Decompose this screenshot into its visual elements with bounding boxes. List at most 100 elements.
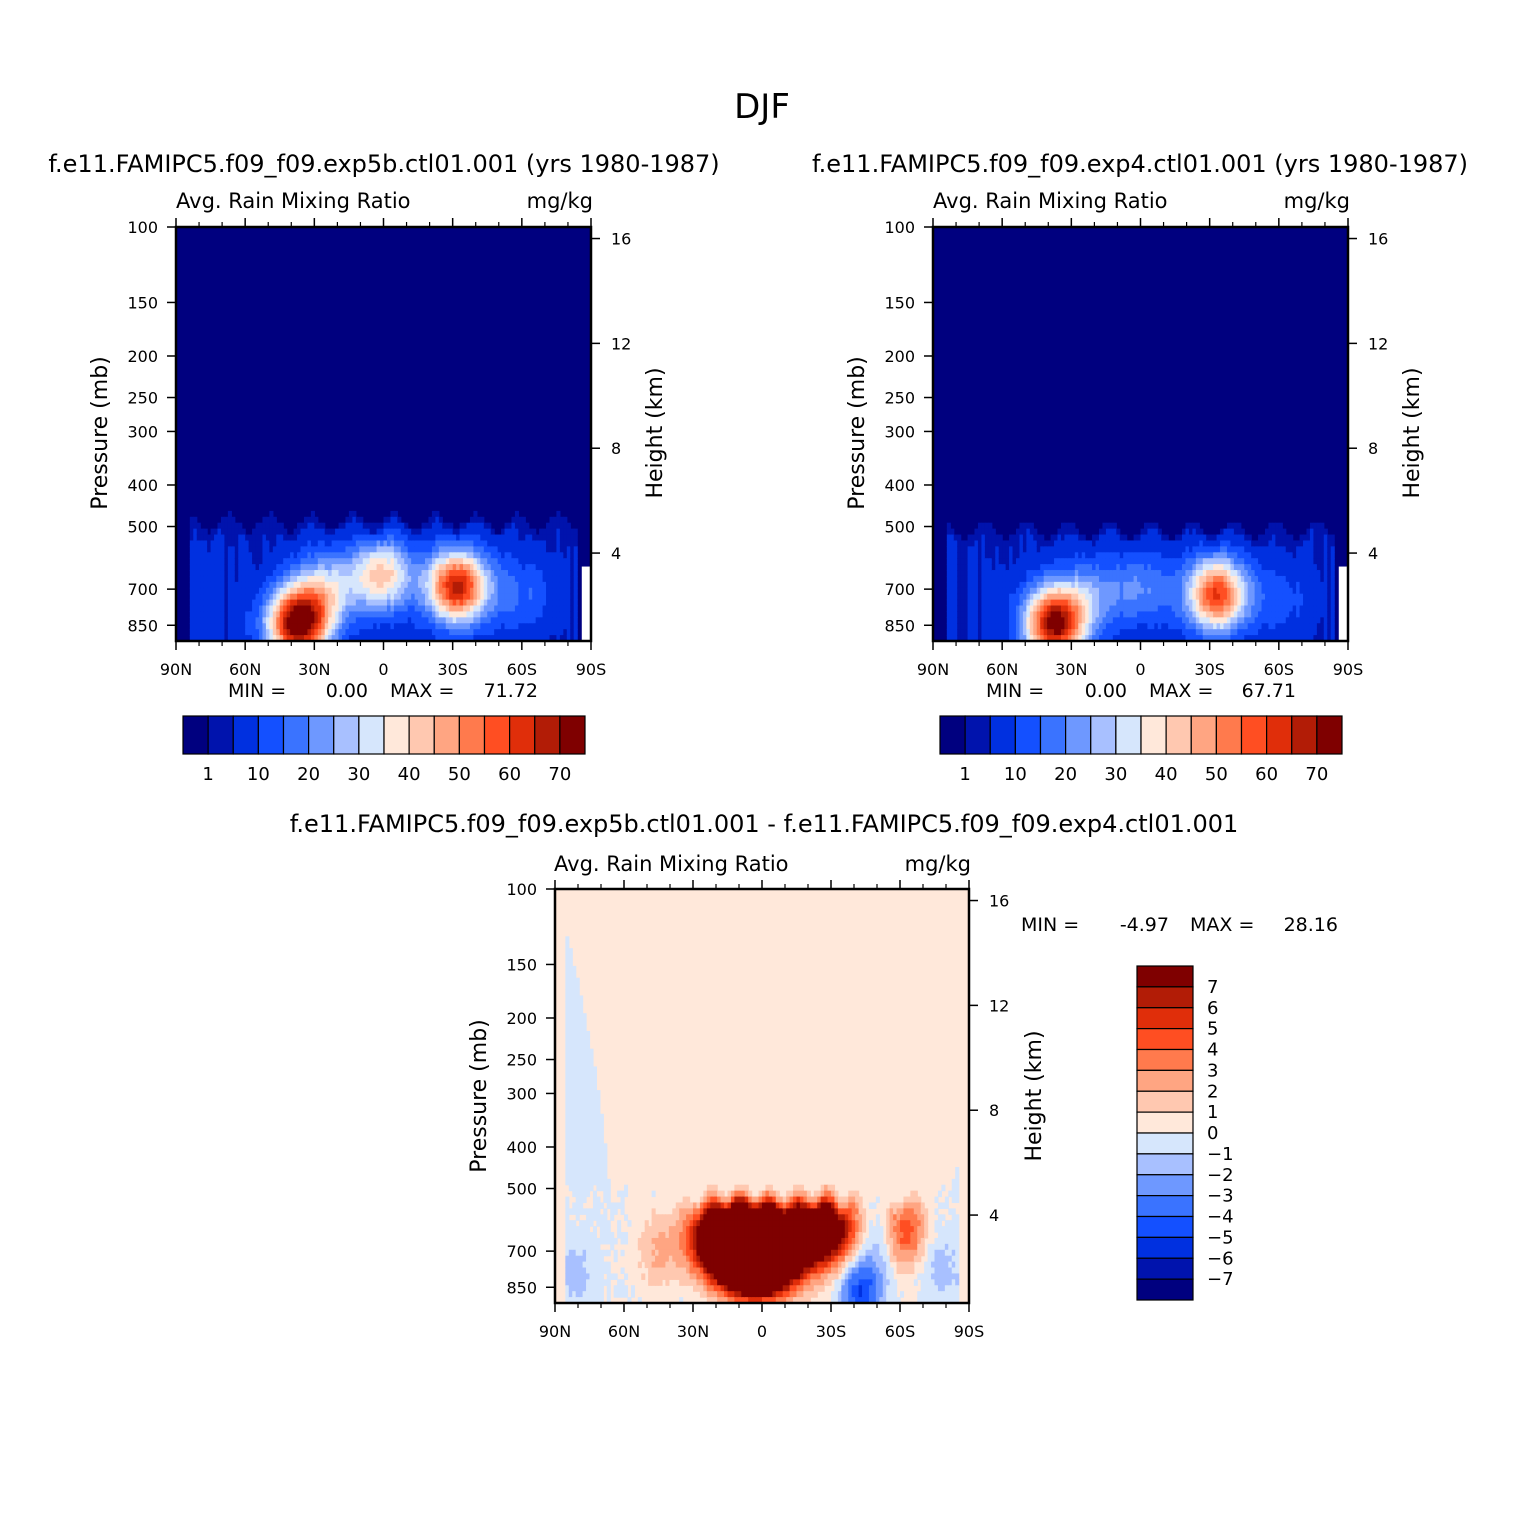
panel-1-ylabel-right: Height (km) xyxy=(643,367,668,498)
contour-cell xyxy=(1026,593,1031,601)
contour-cell xyxy=(1064,623,1069,630)
contour-cell xyxy=(456,629,461,636)
contour-cell xyxy=(1258,593,1263,601)
contour-cell xyxy=(1012,605,1017,613)
contour-cell xyxy=(241,617,246,624)
contour-cell xyxy=(473,629,478,636)
contour-cell xyxy=(575,1042,580,1050)
contour-cell xyxy=(307,546,312,553)
contour-cell xyxy=(1289,599,1294,607)
contour-cell xyxy=(366,605,371,613)
contour-cell xyxy=(317,570,322,577)
contour-cell xyxy=(435,522,440,530)
contour-cell xyxy=(971,564,976,571)
contour-cell xyxy=(1074,570,1079,577)
contour-cell xyxy=(1175,605,1180,613)
contour-cell xyxy=(570,546,575,553)
contour-cell xyxy=(193,587,198,595)
contour-cell xyxy=(238,617,243,624)
contour-cell xyxy=(283,564,288,571)
contour-cell xyxy=(1182,581,1187,589)
contour-cell xyxy=(1258,546,1263,553)
contour-cell xyxy=(586,1143,591,1150)
contour-cell xyxy=(1012,629,1017,636)
contour-cell xyxy=(991,581,996,589)
contour-cell xyxy=(1223,570,1228,577)
contour-cell xyxy=(366,611,371,618)
contour-cell xyxy=(452,546,457,553)
contour-cell xyxy=(1126,558,1131,565)
contour-cell xyxy=(293,564,298,571)
contour-cell xyxy=(1265,540,1270,547)
contour-cell xyxy=(203,599,208,607)
contour-cell xyxy=(589,1084,594,1091)
contour-cell xyxy=(203,605,208,613)
contour-cell xyxy=(1178,534,1183,542)
contour-cell xyxy=(1033,635,1038,642)
contour-cell xyxy=(1199,546,1204,553)
contour-cell xyxy=(383,546,388,553)
contour-cell xyxy=(575,1084,580,1091)
contour-cell xyxy=(321,558,326,565)
contour-cell xyxy=(466,522,471,530)
contour-cell xyxy=(227,510,232,518)
contour-cell xyxy=(1112,552,1117,559)
contour-cell xyxy=(572,1119,577,1127)
contour-cell xyxy=(1036,623,1041,630)
contour-cell xyxy=(452,593,457,601)
contour-cell xyxy=(1226,635,1232,642)
contour-cell xyxy=(393,558,398,565)
contour-cell xyxy=(1119,546,1124,553)
contour-cell xyxy=(352,593,357,601)
contour-cell xyxy=(1303,593,1308,601)
contour-cell xyxy=(1130,599,1135,607)
contour-cell xyxy=(565,1036,570,1044)
contour-cell xyxy=(1209,587,1214,595)
contour-cell xyxy=(1206,587,1211,595)
contour-cell xyxy=(331,593,336,601)
contour-cell xyxy=(210,611,215,618)
contour-cell xyxy=(238,635,243,642)
contour-cell xyxy=(234,575,239,583)
contour-cell xyxy=(575,989,580,997)
contour-cell xyxy=(1285,564,1290,571)
contour-cell xyxy=(991,528,996,536)
contour-cell xyxy=(582,1291,587,1298)
contour-cell xyxy=(1067,540,1072,547)
contour-cell xyxy=(1009,540,1014,547)
contour-cell xyxy=(418,558,423,565)
contour-cell xyxy=(435,605,440,613)
contour-cell xyxy=(1033,552,1038,559)
contour-cell xyxy=(1223,528,1228,536)
contour-cell xyxy=(231,528,236,536)
contour-cell xyxy=(1202,546,1207,553)
contour-cell xyxy=(1050,552,1055,559)
contour-cell xyxy=(964,629,969,636)
contour-cell xyxy=(984,581,989,589)
contour-cell xyxy=(355,534,360,542)
contour-cell xyxy=(248,540,253,547)
contour-cell xyxy=(1209,623,1214,630)
contour-cell xyxy=(1060,528,1066,536)
contour-cell xyxy=(1060,552,1066,559)
contour-cell xyxy=(953,599,958,607)
contour-cell xyxy=(207,570,212,577)
contour-cell xyxy=(342,593,347,601)
contour-cell xyxy=(1220,534,1225,542)
contour-cell xyxy=(1161,635,1166,642)
contour-cell xyxy=(1237,587,1242,595)
contour-cell xyxy=(504,564,509,571)
contour-cell xyxy=(1230,593,1235,601)
contour-cell xyxy=(369,629,374,636)
contour-cell xyxy=(366,564,371,571)
contour-cell xyxy=(589,1249,594,1257)
contour-cell xyxy=(1320,534,1325,542)
contour-cell xyxy=(568,1119,573,1127)
contour-cell xyxy=(1057,540,1062,547)
contour-cell xyxy=(565,1001,570,1008)
contour-cell xyxy=(1237,558,1242,565)
contour-cell xyxy=(435,581,440,589)
contour-cell xyxy=(366,593,371,601)
contour-cell xyxy=(265,629,270,636)
contour-cell xyxy=(565,1096,570,1103)
